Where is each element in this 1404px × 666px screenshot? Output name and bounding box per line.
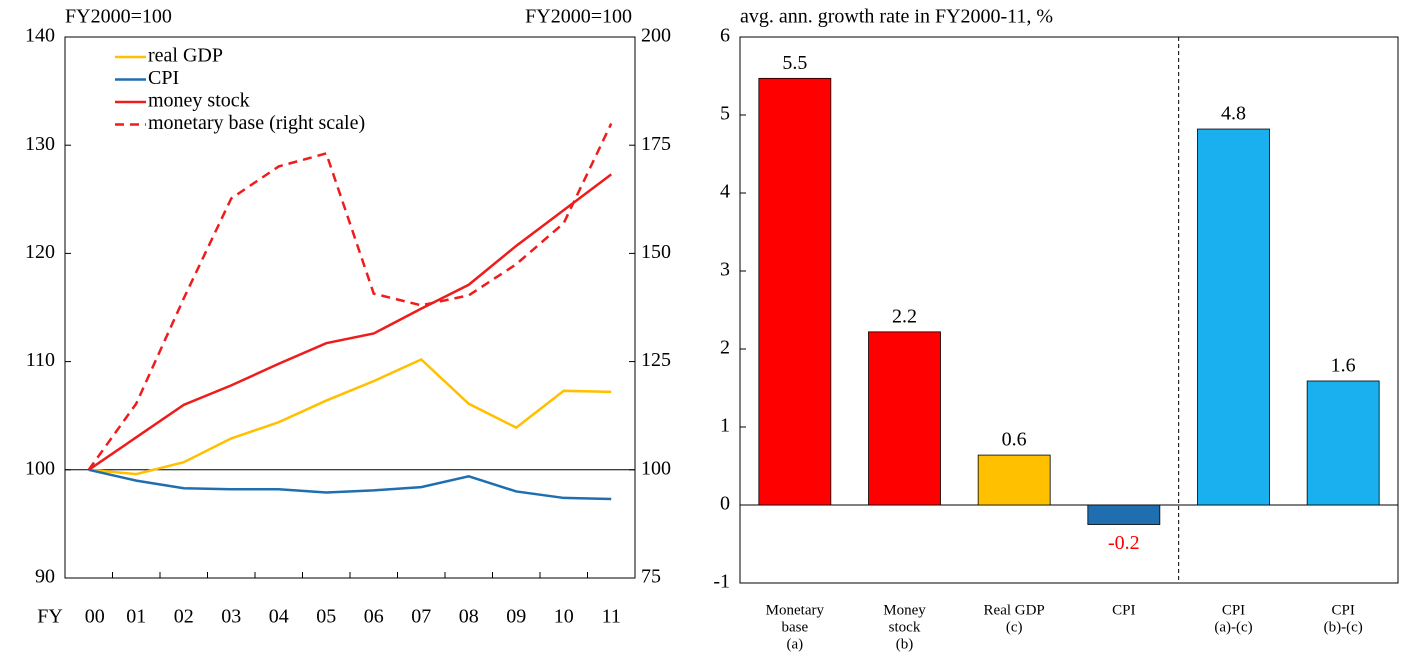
x-tick-label: (b)-(c) xyxy=(1324,619,1363,635)
x-tick-label: (c) xyxy=(1006,619,1023,635)
y2-tick-label: 125 xyxy=(641,349,671,371)
y-tick-label: -1 xyxy=(713,571,730,593)
plot-frame xyxy=(739,36,1399,584)
bar xyxy=(868,331,941,506)
y-tick-label: 100 xyxy=(25,457,55,479)
legend-label: real GDP xyxy=(148,45,223,67)
y2-tick-label: 100 xyxy=(641,457,671,479)
y2-tick-label: 75 xyxy=(641,566,661,588)
x-tick-label: Money xyxy=(883,602,926,618)
x-tick-label: 05 xyxy=(316,606,336,628)
legend-label: money stock xyxy=(148,90,250,112)
x-tick-label: (a) xyxy=(787,636,804,652)
value-label: 1.6 xyxy=(1331,355,1356,377)
y-tick-label: 1 xyxy=(720,415,730,437)
x-tick-label: 06 xyxy=(364,606,384,628)
y-tick-label: 120 xyxy=(25,241,55,263)
x-tick-label: Real GDP xyxy=(984,602,1045,618)
legend-label: monetary base (right scale) xyxy=(148,112,365,134)
y-tick-label: 110 xyxy=(26,349,55,371)
x-tick-label: CPI xyxy=(1112,602,1135,618)
x-tick-label: base xyxy=(782,619,809,635)
x-tick-label: (a)-(c) xyxy=(1214,619,1252,635)
y-unit: FY2000=100 xyxy=(65,6,172,28)
y-tick-label: 5 xyxy=(720,103,730,125)
y-tick-label: 130 xyxy=(25,133,55,155)
bar xyxy=(1306,380,1380,506)
bar xyxy=(758,77,832,506)
bar xyxy=(1087,504,1161,525)
value-label: 5.5 xyxy=(782,52,807,74)
x-tick-label: 04 xyxy=(269,606,289,628)
series-line xyxy=(88,357,612,476)
y-tick-label: 6 xyxy=(720,25,730,47)
x-tick-label: 03 xyxy=(221,606,241,628)
y2-tick-label: 175 xyxy=(641,133,671,155)
y-tick-label: 90 xyxy=(35,566,55,588)
y-tick-label: 3 xyxy=(720,259,730,281)
bar xyxy=(1197,128,1270,506)
y-tick-label: 0 xyxy=(720,493,730,515)
y-tick-label: 4 xyxy=(720,181,730,203)
x-tick-label: 08 xyxy=(459,606,479,628)
value-label: 4.8 xyxy=(1221,103,1246,125)
x-axis-label: FY xyxy=(37,606,63,628)
x-tick-label: Monetary xyxy=(766,602,825,618)
x-tick-label: 00 xyxy=(85,606,105,628)
x-tick-label: 01 xyxy=(126,606,146,628)
x-tick-label: stock xyxy=(889,619,921,635)
x-tick-label: 07 xyxy=(411,606,431,628)
x-tick-label: 11 xyxy=(602,606,621,628)
legend-label: CPI xyxy=(148,67,179,89)
y2-tick-label: 150 xyxy=(641,241,671,263)
x-tick-label: 09 xyxy=(506,606,526,628)
value-label: -0.2 xyxy=(1108,532,1140,554)
x-tick-label: (b) xyxy=(896,636,914,652)
bar xyxy=(977,454,1051,506)
y-tick-label: 140 xyxy=(25,25,55,47)
x-tick-label: CPI xyxy=(1222,602,1245,618)
value-label: 0.6 xyxy=(1002,429,1027,451)
series-line xyxy=(88,468,612,501)
y2-tick-label: 200 xyxy=(641,25,671,47)
y2-unit: FY2000=100 xyxy=(525,6,632,28)
chart-title: avg. ann. growth rate in FY2000-11, % xyxy=(740,6,1053,28)
x-tick-label: 02 xyxy=(174,606,194,628)
value-label: 2.2 xyxy=(892,305,917,327)
y-tick-label: 2 xyxy=(720,337,730,359)
x-tick-label: 10 xyxy=(554,606,574,628)
x-tick-label: CPI xyxy=(1331,602,1354,618)
series-line xyxy=(87,123,613,471)
series-line xyxy=(88,173,613,471)
